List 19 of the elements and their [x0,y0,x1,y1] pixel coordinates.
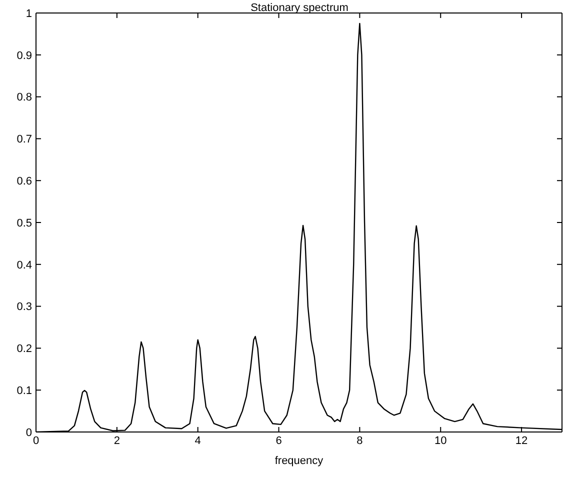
x-tick-label: 12 [515,434,528,447]
y-tick-label: 0.2 [16,343,32,356]
y-tick-label: 0.7 [16,134,32,146]
y-tick-label: 0.3 [16,301,32,314]
x-tick-label: 6 [276,434,282,447]
y-tick-label: 0.4 [16,259,32,272]
chart-title: Stationary spectrum [250,2,350,14]
x-tick-label: 4 [194,434,201,447]
y-tick-label: 0.1 [16,385,32,398]
x-tick-label: 10 [434,434,447,447]
x-tick-label: 2 [114,434,120,447]
y-tick-label: 0.9 [16,50,32,62]
x-axis-title: frequency [274,455,324,467]
y-tick-label: 0.6 [16,176,32,188]
x-tick-label: 8 [356,434,363,447]
y-tick-label: 0 [26,426,32,439]
y-tick-label: 0.8 [16,92,32,104]
y-tick-label: 0.5 [16,217,32,230]
y-tick-label: 1 [26,8,32,20]
